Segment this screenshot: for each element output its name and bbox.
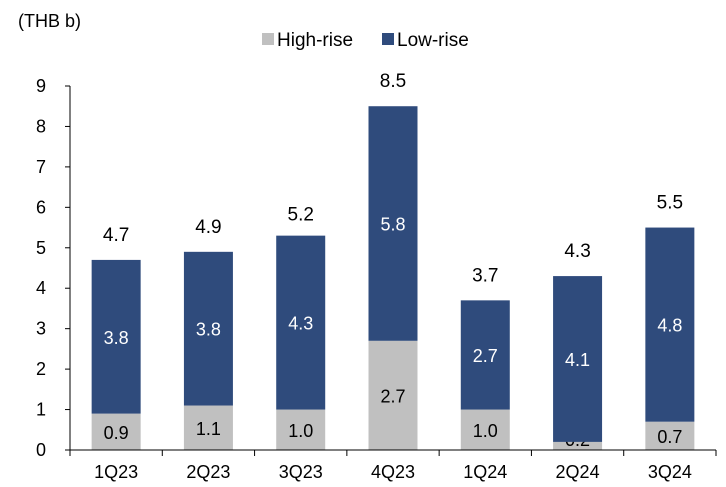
bar-segment-low-rise <box>276 235 326 410</box>
bar-segment-high-rise <box>276 409 326 450</box>
y-tick-label: 3 <box>36 319 46 339</box>
x-tick-label: 1Q23 <box>94 462 138 482</box>
bar-segment-low-rise <box>183 251 233 406</box>
bar-segment-low-rise <box>553 276 603 442</box>
data-label-high-rise: 0.9 <box>104 423 129 443</box>
y-tick-label: 0 <box>36 440 46 460</box>
y-tick-label: 1 <box>36 400 46 420</box>
data-label-low-rise: 2.7 <box>473 346 498 366</box>
data-label-low-rise: 4.3 <box>288 314 313 334</box>
total-label: 8.5 <box>380 71 406 92</box>
y-axis: 0 1 2 3 4 5 6 7 8 9 <box>36 76 71 460</box>
data-label-high-rise: 2.7 <box>380 386 405 406</box>
data-label-high-rise: 1.0 <box>473 421 498 441</box>
x-tick-label: 4Q23 <box>371 462 415 482</box>
bar-segment-high-rise <box>553 441 603 450</box>
data-label-low-rise: 3.8 <box>196 320 221 340</box>
y-tick-label: 8 <box>36 116 46 136</box>
total-label: 5.2 <box>288 205 314 226</box>
legend-label-high-rise: High-rise <box>277 30 353 51</box>
data-label-low-rise: 3.8 <box>104 328 129 348</box>
unit-label: (THB b) <box>18 11 81 31</box>
bar-segment-high-rise <box>183 405 233 450</box>
data-label-low-rise: 4.1 <box>565 350 590 370</box>
data-label-high-rise: 1.0 <box>288 421 313 441</box>
legend-swatch-high-rise <box>262 33 274 45</box>
y-tick-label: 2 <box>36 359 46 379</box>
bar-segment-low-rise <box>460 300 510 410</box>
x-tick-label: 3Q24 <box>648 462 692 482</box>
y-tick-label: 4 <box>36 278 46 298</box>
y-tick-label: 7 <box>36 157 46 177</box>
bar-segment-low-rise <box>368 106 418 341</box>
data-label-high-rise: 0.7 <box>657 427 682 447</box>
y-tick-label: 5 <box>36 238 46 258</box>
y-tick-label: 6 <box>36 197 46 217</box>
legend-swatch-low-rise <box>382 33 394 45</box>
x-tick-label: 1Q24 <box>463 462 507 482</box>
x-tick-label: 3Q23 <box>279 462 323 482</box>
data-label-low-rise: 4.8 <box>657 316 682 336</box>
total-label: 5.5 <box>657 193 683 214</box>
legend-label-low-rise: Low-rise <box>397 30 469 51</box>
bar-segment-high-rise <box>645 421 695 450</box>
bar-segment-low-rise <box>91 259 141 414</box>
data-label-low-rise: 5.8 <box>380 215 405 235</box>
legend: High-rise Low-rise <box>262 30 469 51</box>
x-axis: 1Q23 2Q23 3Q23 4Q23 1Q24 2Q24 3Q24 <box>69 449 717 482</box>
bar-segment-high-rise <box>460 409 510 450</box>
total-label: 4.3 <box>564 241 590 262</box>
x-tick-label: 2Q23 <box>186 462 230 482</box>
total-label: 4.9 <box>195 217 221 238</box>
bar-segment-high-rise <box>368 340 418 450</box>
y-tick-label: 9 <box>36 76 46 96</box>
bar-segment-high-rise <box>91 413 141 450</box>
bar-segment-low-rise <box>645 227 695 422</box>
x-tick-label: 2Q24 <box>556 462 600 482</box>
data-label-high-rise: 1.1 <box>196 419 221 439</box>
total-label: 4.7 <box>103 225 129 246</box>
bars: 0.9 3.8 4.7 1.1 3.8 4.9 1.0 4.3 5.2 2.7 5.8 8.5 1.0 2… <box>91 71 695 450</box>
total-label: 3.7 <box>472 265 498 286</box>
